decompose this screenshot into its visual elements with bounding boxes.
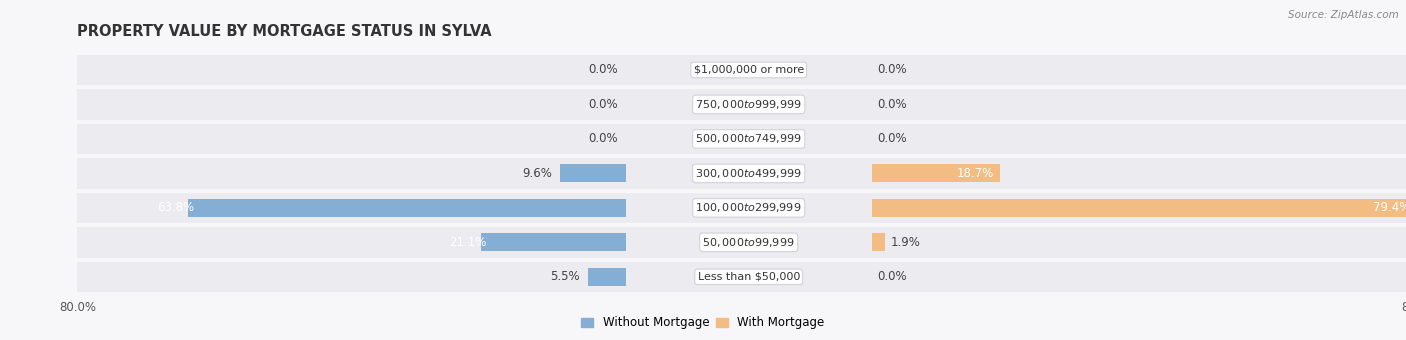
Text: $50,000 to $99,999: $50,000 to $99,999 xyxy=(703,236,794,249)
Bar xyxy=(872,165,1000,182)
Bar xyxy=(77,262,626,292)
Text: 0.0%: 0.0% xyxy=(877,132,907,146)
Text: 5.5%: 5.5% xyxy=(550,270,579,283)
Bar xyxy=(77,124,626,154)
Text: $750,000 to $999,999: $750,000 to $999,999 xyxy=(696,98,801,111)
Text: $1,000,000 or more: $1,000,000 or more xyxy=(693,65,804,75)
Text: PROPERTY VALUE BY MORTGAGE STATUS IN SYLVA: PROPERTY VALUE BY MORTGAGE STATUS IN SYL… xyxy=(77,24,492,39)
Text: 63.8%: 63.8% xyxy=(156,201,194,215)
Bar xyxy=(872,193,1406,223)
Bar xyxy=(626,89,872,120)
Bar xyxy=(588,268,626,286)
Text: 0.0%: 0.0% xyxy=(588,64,617,76)
Text: 1.9%: 1.9% xyxy=(890,236,920,249)
Text: 0.0%: 0.0% xyxy=(877,270,907,283)
Text: $300,000 to $499,999: $300,000 to $499,999 xyxy=(696,167,801,180)
Bar xyxy=(872,233,884,251)
Text: Less than $50,000: Less than $50,000 xyxy=(697,272,800,282)
Bar xyxy=(77,193,626,223)
Bar xyxy=(560,165,626,182)
Bar xyxy=(626,158,872,189)
Bar xyxy=(188,199,626,217)
Bar xyxy=(626,193,872,223)
Bar xyxy=(77,158,626,189)
Bar xyxy=(872,262,1406,292)
Text: 9.6%: 9.6% xyxy=(522,167,551,180)
Bar xyxy=(872,55,1406,85)
Text: $100,000 to $299,999: $100,000 to $299,999 xyxy=(696,201,801,215)
Text: Source: ZipAtlas.com: Source: ZipAtlas.com xyxy=(1288,10,1399,20)
Bar xyxy=(77,227,626,257)
Bar xyxy=(872,89,1406,120)
Bar xyxy=(626,124,872,154)
Text: 0.0%: 0.0% xyxy=(588,132,617,146)
Bar xyxy=(872,227,1406,257)
Bar xyxy=(872,158,1406,189)
Bar xyxy=(626,55,872,85)
Bar xyxy=(77,55,626,85)
Text: $500,000 to $749,999: $500,000 to $749,999 xyxy=(696,132,801,146)
Bar xyxy=(872,124,1406,154)
Bar xyxy=(481,233,626,251)
Bar xyxy=(626,227,872,257)
Legend: Without Mortgage, With Mortgage: Without Mortgage, With Mortgage xyxy=(576,312,830,334)
Bar xyxy=(77,89,626,120)
Text: 0.0%: 0.0% xyxy=(877,64,907,76)
Bar xyxy=(872,199,1406,217)
Text: 18.7%: 18.7% xyxy=(957,167,994,180)
Text: 0.0%: 0.0% xyxy=(877,98,907,111)
Text: 21.1%: 21.1% xyxy=(449,236,486,249)
Text: 79.4%: 79.4% xyxy=(1374,201,1406,215)
Text: 0.0%: 0.0% xyxy=(588,98,617,111)
Bar xyxy=(626,262,872,292)
